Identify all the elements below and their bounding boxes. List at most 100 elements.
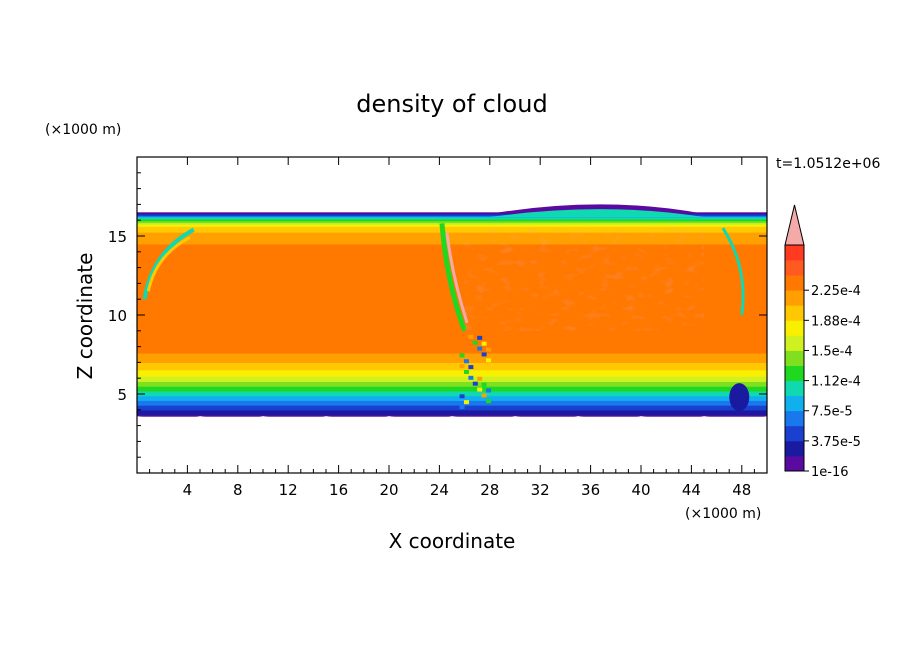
- x-tick-label: 48: [732, 481, 751, 499]
- colorbar: 1e-16 3.75e-5 7.5e-5 1.12e-4 1.5e-4 1.88e-4 2.…: [784, 204, 861, 480]
- central-plume: [439, 223, 467, 332]
- colorbar-swatch: [785, 425, 804, 442]
- density-band: [137, 412, 767, 416]
- density-band: [137, 387, 767, 390]
- density-band: [137, 398, 767, 401]
- x-axis-label: X coordinate: [389, 529, 516, 553]
- density-band: [137, 212, 767, 214]
- density-band: [137, 362, 767, 367]
- density-band: [137, 217, 767, 220]
- mixing-speckle: [477, 387, 483, 392]
- density-band: [137, 346, 767, 351]
- colorbar-label: 7.5e-5: [811, 405, 853, 420]
- y-axis-label: Z coordinate: [73, 253, 97, 380]
- density-band: [137, 405, 767, 408]
- mixing-speckle: [481, 352, 487, 357]
- density-band: [137, 213, 767, 215]
- density-band: [137, 403, 767, 406]
- colorbar-swatch: [785, 350, 804, 366]
- density-band: [137, 220, 767, 224]
- mixing-speckle: [463, 369, 469, 374]
- density-band: [137, 213, 767, 216]
- x-axis-ticks: 4 8 12 16 20 24 28 32 36 40 44 48: [149, 157, 755, 499]
- colorbar-label: 1.5e-4: [811, 344, 853, 359]
- density-band: [137, 394, 767, 397]
- time-label: t=1.0512e+06: [776, 156, 880, 172]
- density-band: [137, 243, 767, 249]
- density-band: [137, 373, 767, 377]
- density-band: [137, 352, 767, 357]
- density-band: [137, 214, 767, 217]
- mixing-speckle: [459, 394, 465, 399]
- x-tick-label: 20: [379, 481, 398, 499]
- density-band: [137, 371, 767, 375]
- mixing-speckle: [468, 365, 474, 370]
- mixing-speckle: [477, 335, 483, 340]
- density-band: [137, 330, 767, 348]
- density-band: [137, 406, 767, 409]
- colorbar-swatch: [785, 380, 804, 397]
- density-band: [137, 395, 767, 398]
- density-band: [137, 369, 767, 373]
- colorbar-swatch: [785, 290, 804, 306]
- mixing-speckle: [459, 353, 465, 358]
- density-band: [137, 384, 767, 387]
- density-band: [137, 365, 767, 369]
- mixing-speckle: [481, 341, 487, 346]
- x-tick-label: 8: [233, 481, 243, 499]
- mixing-speckle: [477, 346, 483, 351]
- density-band: [137, 390, 767, 394]
- density-band: [137, 359, 767, 363]
- mixing-speckle: [472, 401, 478, 406]
- y-tick-label: 15: [108, 228, 127, 246]
- density-band: [137, 409, 767, 412]
- density-band: [137, 215, 767, 217]
- mixing-speckle: [486, 399, 492, 404]
- density-band: [137, 382, 767, 386]
- density-band: [137, 386, 767, 389]
- colorbar-overflow-arrow: [784, 204, 805, 246]
- density-band: [137, 247, 767, 253]
- density-band: [137, 216, 767, 218]
- colorbar-swatch: [785, 245, 804, 261]
- mixing-speckle: [463, 400, 469, 405]
- mixing-speckle: [481, 382, 487, 387]
- colorbar-swatch: [785, 275, 804, 291]
- mixing-speckle: [459, 405, 465, 410]
- right-low-pocket: [729, 383, 750, 412]
- colorbar-label: 3.75e-5: [811, 435, 861, 450]
- colorbar-label: 1.12e-4: [811, 375, 861, 390]
- density-band: [137, 397, 767, 400]
- density-band: [137, 228, 767, 233]
- x-tick-label: 12: [279, 481, 298, 499]
- density-band: [137, 376, 767, 379]
- density-band: [137, 232, 767, 237]
- mixing-speckle: [486, 388, 492, 393]
- colorbar-frame: [784, 244, 805, 472]
- colorbar-swatch: [785, 440, 804, 457]
- mixing-speckle: [459, 364, 465, 369]
- density-band: [137, 239, 767, 245]
- density-band: [137, 367, 767, 371]
- colorbar-label: 1.88e-4: [811, 314, 861, 329]
- x-tick-label: 32: [531, 481, 550, 499]
- density-band: [137, 411, 767, 414]
- left-plume: [142, 227, 195, 300]
- y-unit-label: (×1000 m): [45, 122, 121, 138]
- colorbar-swatch: [785, 410, 804, 427]
- y-tick-label: 5: [117, 386, 127, 404]
- mixing-speckle: [481, 393, 487, 398]
- density-band: [137, 389, 767, 392]
- colorbar-label: 1e-16: [811, 465, 849, 480]
- chart-title: density of cloud: [356, 90, 547, 118]
- density-band: [137, 381, 767, 384]
- density-band: [137, 349, 767, 354]
- density-band: [137, 378, 767, 381]
- y-tick-label: 10: [108, 307, 127, 325]
- colorbar-swatch: [785, 365, 804, 381]
- colorbar-swatch: [785, 305, 804, 321]
- mixing-speckle: [472, 370, 478, 375]
- cloud-top-bulge-edge: [489, 209, 704, 218]
- colorbar-swatch: [785, 455, 804, 472]
